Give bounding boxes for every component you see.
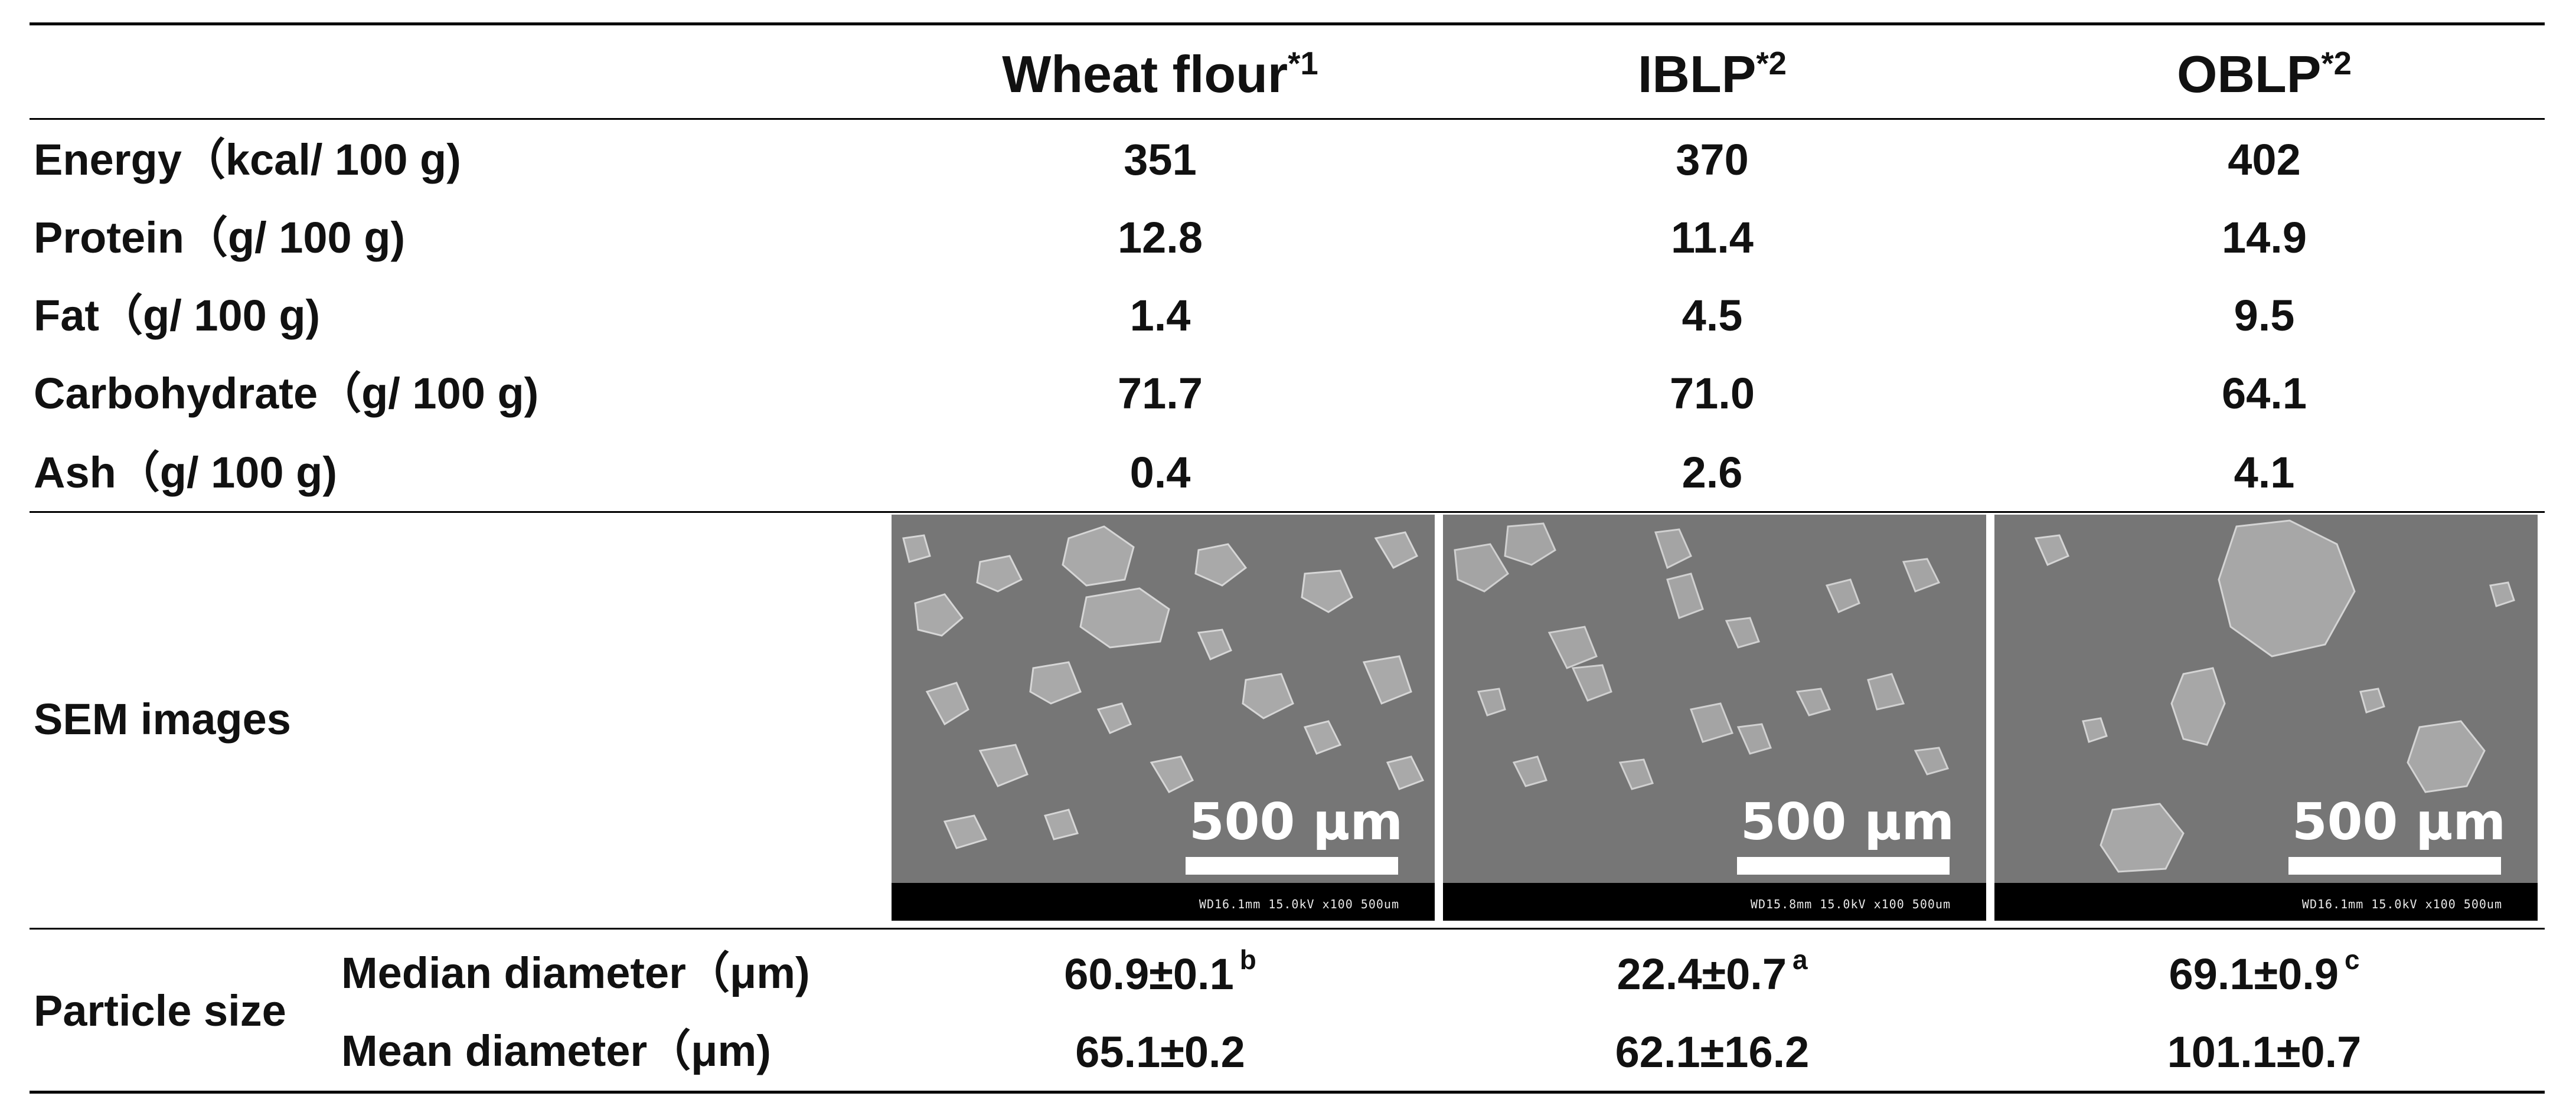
sem-info-text: WD15.8mm 15.0kV x100 500um <box>1750 897 1951 911</box>
row-label-particle-size: Particle size <box>34 986 286 1035</box>
cell-energy-wheat-flour: 351 <box>1124 135 1197 184</box>
column-note: *1 <box>1288 45 1318 81</box>
cell-mean-wheat-flour: 65.1±0.2 <box>1075 1028 1245 1077</box>
significance-letter: a <box>1793 944 1808 975</box>
table-top-rule <box>30 22 2545 25</box>
sem-info-bar <box>1994 883 2538 921</box>
cell-fat-oblp: 9.5 <box>2234 291 2295 340</box>
sem-bottom-rule <box>30 928 2545 930</box>
scale-bar <box>2288 857 2501 875</box>
row-label-fat: Fat（g/ 100 g) <box>34 291 321 340</box>
sem-info-bar <box>1443 883 1986 921</box>
row-label-carbohydrate: Carbohydrate（g/ 100 g) <box>34 369 539 418</box>
column-name: Wheat flour <box>1002 45 1288 103</box>
cell-fat-wheat-flour: 1.4 <box>1129 291 1191 340</box>
column-note: *2 <box>1756 45 1787 81</box>
row-label-ash: Ash（g/ 100 g) <box>34 448 337 497</box>
cell-protein-oblp: 14.9 <box>2221 213 2307 262</box>
sem-image-oblp: 500 µm WD16.1mm 15.0kV x100 500um <box>1994 515 2538 921</box>
cell-fat-iblp: 4.5 <box>1682 291 1743 340</box>
sem-image-iblp: 500 µm WD15.8mm 15.0kV x100 500um <box>1443 515 1986 921</box>
column-header-iblp: IBLP*2 <box>1447 45 1978 103</box>
scale-bar-label: 500 µm <box>1740 793 1955 852</box>
row-label-median-diameter: Median diameter（μm) <box>341 948 810 997</box>
significance-letter: b <box>1239 944 1256 975</box>
column-header-wheat-flour: Wheat flour*1 <box>894 45 1426 103</box>
scale-bar <box>1186 857 1398 875</box>
significance-letter: c <box>2345 944 2360 975</box>
cell-ash-iblp: 2.6 <box>1682 448 1743 497</box>
cell-median-wheat-flour: 60.9±0.1 b <box>954 946 1367 999</box>
column-header-oblp: OBLP*2 <box>1999 45 2530 103</box>
cell-carbohydrate-oblp: 64.1 <box>2221 369 2307 418</box>
row-label-protein: Protein（g/ 100 g) <box>34 213 406 262</box>
row-label-sem-images: SEM images <box>34 695 291 744</box>
table-bottom-rule <box>30 1091 2545 1094</box>
cell-ash-wheat-flour: 0.4 <box>1129 448 1191 497</box>
cell-protein-wheat-flour: 12.8 <box>1117 213 1203 262</box>
sem-info-text: WD16.1mm 15.0kV x100 500um <box>2301 897 2502 911</box>
cell-mean-iblp: 62.1±16.2 <box>1615 1028 1810 1077</box>
scale-bar <box>1737 857 1950 875</box>
column-name: OBLP <box>2176 45 2322 103</box>
scale-bar-label: 500 µm <box>2291 793 2506 852</box>
cell-ash-oblp: 4.1 <box>2234 448 2295 497</box>
median-value: 22.4±0.7 <box>1617 950 1787 999</box>
nutrition-bottom-rule <box>30 511 2545 513</box>
sem-image-wheat-flour: 500 µm WD16.1mm 15.0kV x100 500um <box>892 515 1435 921</box>
cell-protein-iblp: 11.4 <box>1671 213 1754 262</box>
row-label-mean-diameter: Mean diameter（μm) <box>341 1026 771 1075</box>
median-value: 60.9±0.1 <box>1064 950 1234 999</box>
row-label-energy: Energy（kcal/ 100 g) <box>34 135 461 184</box>
scale-bar-label: 500 µm <box>1189 793 1403 852</box>
cell-carbohydrate-iblp: 71.0 <box>1669 369 1755 418</box>
cell-median-iblp: 22.4±0.7 a <box>1506 946 1919 999</box>
cell-mean-oblp: 101.1±0.7 <box>2167 1028 2362 1077</box>
particles-wheat-flour <box>902 525 1425 849</box>
column-note: *2 <box>2321 45 2352 81</box>
cell-median-oblp: 69.1±0.9 c <box>2058 946 2471 999</box>
cell-energy-oblp: 402 <box>2228 135 2301 184</box>
sem-info-text: WD16.1mm 15.0kV x100 500um <box>1199 897 1399 911</box>
particles-iblp <box>1454 522 1950 790</box>
cell-energy-iblp: 370 <box>1676 135 1749 184</box>
particles-oblp <box>2034 519 2515 873</box>
header-rule <box>30 118 2545 120</box>
cell-carbohydrate-wheat-flour: 71.7 <box>1117 369 1203 418</box>
median-value: 69.1±0.9 <box>2169 950 2339 999</box>
column-name: IBLP <box>1637 45 1756 103</box>
sem-info-bar <box>892 883 1435 921</box>
